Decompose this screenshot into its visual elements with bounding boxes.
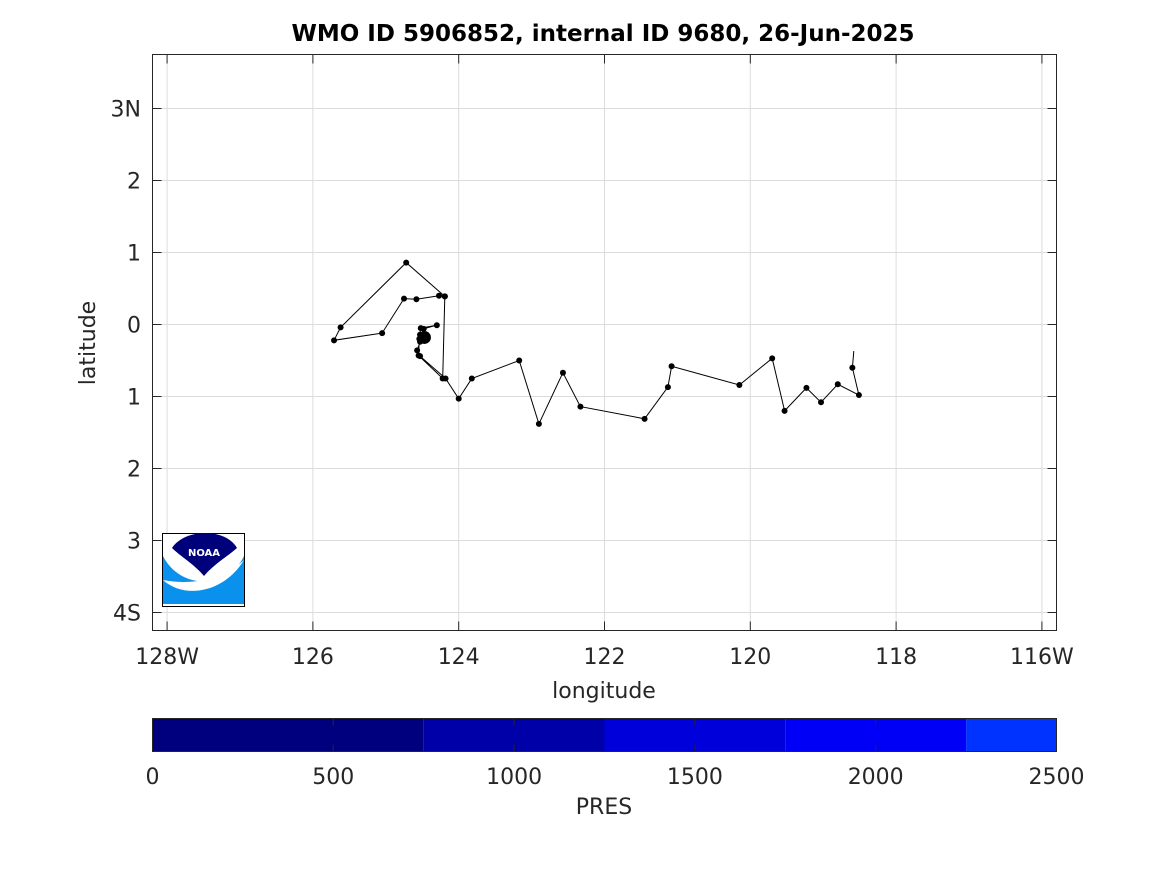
x-axis-label: longitude — [552, 679, 656, 704]
colorbar-tick-label: 1000 — [486, 765, 542, 790]
profile-point — [535, 420, 542, 427]
profile-point — [401, 295, 408, 302]
profile-point — [468, 375, 475, 382]
noaa-logo: NOAA — [162, 533, 245, 607]
y-tick-label: 4S — [113, 602, 141, 627]
profile-point — [577, 403, 584, 410]
profile-point — [516, 357, 523, 364]
profile-point — [413, 296, 420, 303]
y-axis-label: latitude — [76, 301, 101, 385]
profile-point — [433, 322, 440, 329]
profile-point — [436, 292, 443, 299]
plot-frame — [152, 54, 1057, 631]
colorbar-label: PRES — [576, 795, 632, 820]
profile-point — [834, 381, 841, 388]
y-tick-label: 1 — [127, 242, 141, 267]
profile-point — [417, 325, 424, 332]
profile-point — [441, 293, 448, 300]
y-tick-label: 3N — [111, 98, 141, 123]
x-tick-label: 118 — [875, 645, 917, 670]
grid-lines — [152, 54, 1057, 631]
axis-ticks — [152, 54, 1057, 631]
x-tick-label: 116W — [1010, 645, 1074, 670]
profile-point — [337, 324, 344, 331]
x-tick-label: 120 — [729, 645, 771, 670]
profile-point — [414, 347, 421, 354]
y-tick-labels: 3N 2 1 0 1 2 3 4S — [111, 98, 141, 627]
y-tick-label: 0 — [127, 314, 141, 339]
y-tick-label: 2 — [127, 458, 141, 483]
profile-point — [331, 337, 338, 344]
profile-point — [668, 363, 675, 370]
colorbar-tick-label: 2000 — [848, 765, 904, 790]
x-tick-label: 124 — [438, 645, 480, 670]
profile-point — [818, 399, 825, 406]
profile-point — [415, 352, 422, 359]
trajectory — [331, 259, 862, 427]
svg-text:NOAA: NOAA — [188, 548, 220, 559]
profile-point — [641, 415, 648, 422]
profile-point — [736, 381, 743, 388]
colorbar-frame — [152, 718, 1057, 752]
colorbar-tick-label: 2500 — [1029, 765, 1085, 790]
colorbar-segment — [966, 718, 1057, 752]
profile-point — [803, 384, 810, 391]
x-tick-label: 128W — [135, 645, 199, 670]
pressure-colorbar — [152, 718, 1057, 752]
profile-point — [664, 384, 671, 391]
colorbar-tick-label: 500 — [312, 765, 354, 790]
profile-point — [769, 355, 776, 362]
x-tick-labels: 128W 126 124 122 120 118 116W — [135, 645, 1074, 670]
current-position-marker — [417, 330, 431, 344]
x-tick-label: 126 — [292, 645, 334, 670]
profile-point — [455, 395, 462, 402]
profile-point — [403, 259, 410, 266]
y-tick-label: 2 — [127, 170, 141, 195]
y-tick-label: 3 — [127, 530, 141, 555]
x-tick-label: 122 — [584, 645, 626, 670]
y-tick-label: 1 — [127, 386, 141, 411]
colorbar-tick-labels: 0 500 1000 1500 2000 2500 — [146, 765, 1085, 790]
profile-point — [439, 375, 446, 382]
profile-point — [379, 330, 386, 337]
profile-point — [781, 407, 788, 414]
colorbar-segment — [152, 718, 424, 752]
profile-point — [855, 392, 862, 399]
chart-title: WMO ID 5906852, internal ID 9680, 26-Jun… — [291, 21, 914, 47]
profile-point — [559, 369, 566, 376]
colorbar-tick-label: 1500 — [667, 765, 723, 790]
colorbar-tick-label: 0 — [146, 765, 160, 790]
profile-point — [849, 364, 856, 371]
